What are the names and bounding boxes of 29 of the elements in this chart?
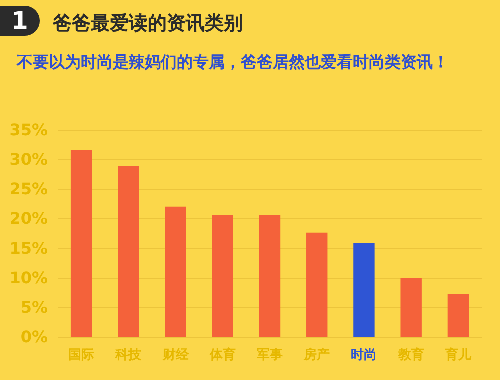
bar [400,278,422,337]
bar [448,294,470,337]
y-tick-label: 35% [10,120,48,140]
bar [70,150,92,337]
bar [165,206,186,337]
bar [354,244,375,337]
y-tick-label: 15% [10,238,48,258]
y-tick-label: 5% [20,298,48,317]
x-tick-label: 房产 [303,347,330,363]
y-tick-label: 20% [10,209,48,228]
y-tick-label: 30% [10,150,48,170]
y-tick-label: 0% [20,328,48,346]
x-tick-label: 军事 [257,348,283,363]
bar [306,232,328,337]
bar [118,166,140,337]
x-tick-label: 时尚 [351,348,378,363]
bar [212,215,234,337]
x-tick-label: 财经 [162,348,190,363]
text: 1 [12,7,28,35]
x-tick-label: 教育 [397,347,424,363]
chart-title: 爸爸最爱读的资讯类别 [52,12,243,34]
x-tick-label: 科技 [114,348,143,363]
y-tick-label: 10% [10,268,48,288]
bar [259,215,281,337]
x-tick-label: 国际 [68,348,95,363]
x-tick-label: 体育 [208,347,236,363]
chart-subtitle: 不要以为时尚是辣妈们的专属，爸爸居然也爱看时尚类资讯！ [16,52,449,72]
y-tick-label: 25% [10,180,48,199]
x-tick-label: 育儿 [444,347,472,363]
